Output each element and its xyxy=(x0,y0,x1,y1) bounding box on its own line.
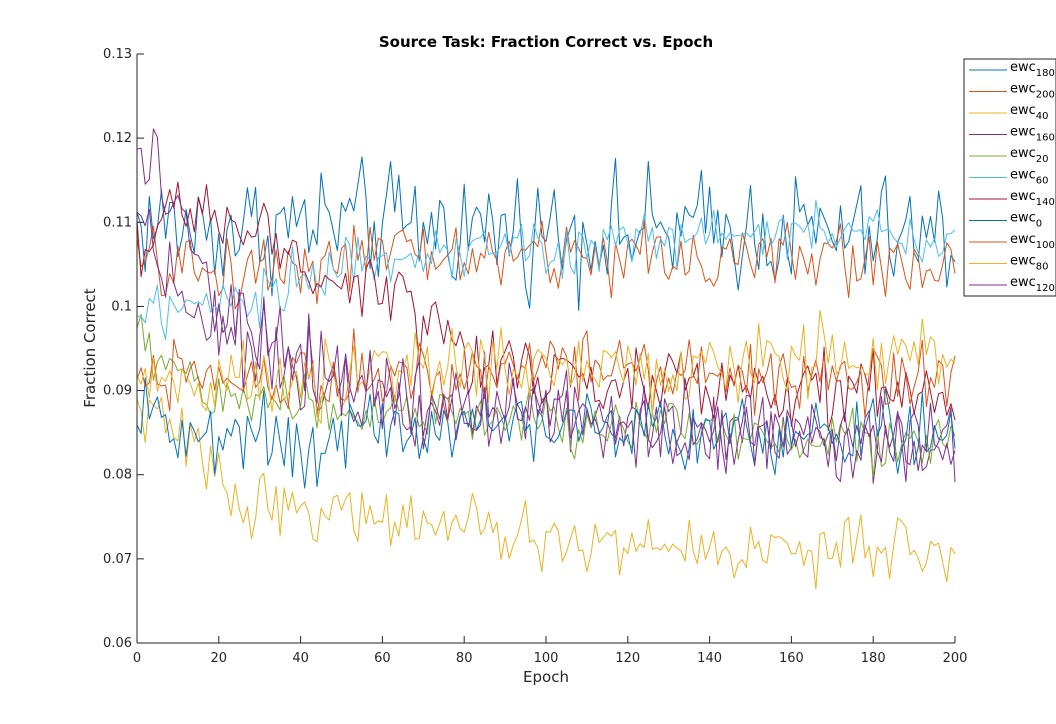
x-tick-label: 100 xyxy=(534,651,559,666)
axes xyxy=(136,54,955,644)
y-axis-label: Fraction Correct xyxy=(81,288,99,408)
series-line-ewc-40 xyxy=(136,396,956,590)
series-layer xyxy=(136,128,956,590)
x-tick-label: 180 xyxy=(861,651,886,666)
legend-entry: ewc20 xyxy=(1010,146,1049,165)
x-tick-label: 140 xyxy=(697,651,722,666)
x-tick-label: 40 xyxy=(292,651,309,666)
series-line-ewc-80 xyxy=(136,309,956,424)
legend-entry: ewc140 xyxy=(1010,189,1055,208)
legend-entry: ewc40 xyxy=(1010,103,1049,122)
x-axis-label: Epoch xyxy=(523,668,569,686)
y-tick-label: 0.13 xyxy=(103,47,132,62)
series-line-ewc-100 xyxy=(136,328,956,422)
series-line-ewc-0 xyxy=(136,377,956,489)
legend-entry: ewc120 xyxy=(1010,275,1055,294)
x-tick-label: 200 xyxy=(943,651,968,666)
x-tick-label: 80 xyxy=(456,651,473,666)
x-tick-label: 0 xyxy=(133,651,141,666)
legend-entry: ewc0 xyxy=(1010,211,1042,230)
legend-entry: ewc60 xyxy=(1010,168,1049,187)
y-tick-label: 0.07 xyxy=(103,552,132,567)
legend-entry: ewc100 xyxy=(1010,232,1055,251)
y-tick-label: 0.11 xyxy=(103,215,132,230)
y-tick-label: 0.06 xyxy=(103,636,132,651)
legend-entry: ewc180 xyxy=(1010,60,1055,79)
y-tick-label: 0.08 xyxy=(103,468,132,483)
x-tick-label: 20 xyxy=(211,651,228,666)
chart-title: Source Task: Fraction Correct vs. Epoch xyxy=(379,33,713,51)
x-tick-label: 160 xyxy=(779,651,804,666)
series-line-ewc-120 xyxy=(136,128,956,479)
ticks: 0 20 40 60 80 100 120 140 160 180 200 0.06 0.07 0.08 0… xyxy=(103,47,967,666)
y-tick-label: 0.09 xyxy=(103,384,132,399)
series-line-ewc-60 xyxy=(136,199,956,341)
series-line-ewc-140 xyxy=(136,181,956,431)
legend-entry: ewc80 xyxy=(1010,254,1049,273)
y-tick-label: 0.12 xyxy=(103,131,132,146)
series-line-ewc-200 xyxy=(136,218,956,310)
legend-entry: ewc160 xyxy=(1010,125,1055,144)
legend: ewc180 ewc200 ewc40 ewc160 ewc20 ewc60 ewc140 e… xyxy=(963,58,1056,297)
legend-entry: ewc200 xyxy=(1010,82,1055,101)
x-tick-label: 120 xyxy=(615,651,640,666)
y-tick-label: 0.1 xyxy=(111,299,132,314)
x-tick-label: 60 xyxy=(374,651,391,666)
